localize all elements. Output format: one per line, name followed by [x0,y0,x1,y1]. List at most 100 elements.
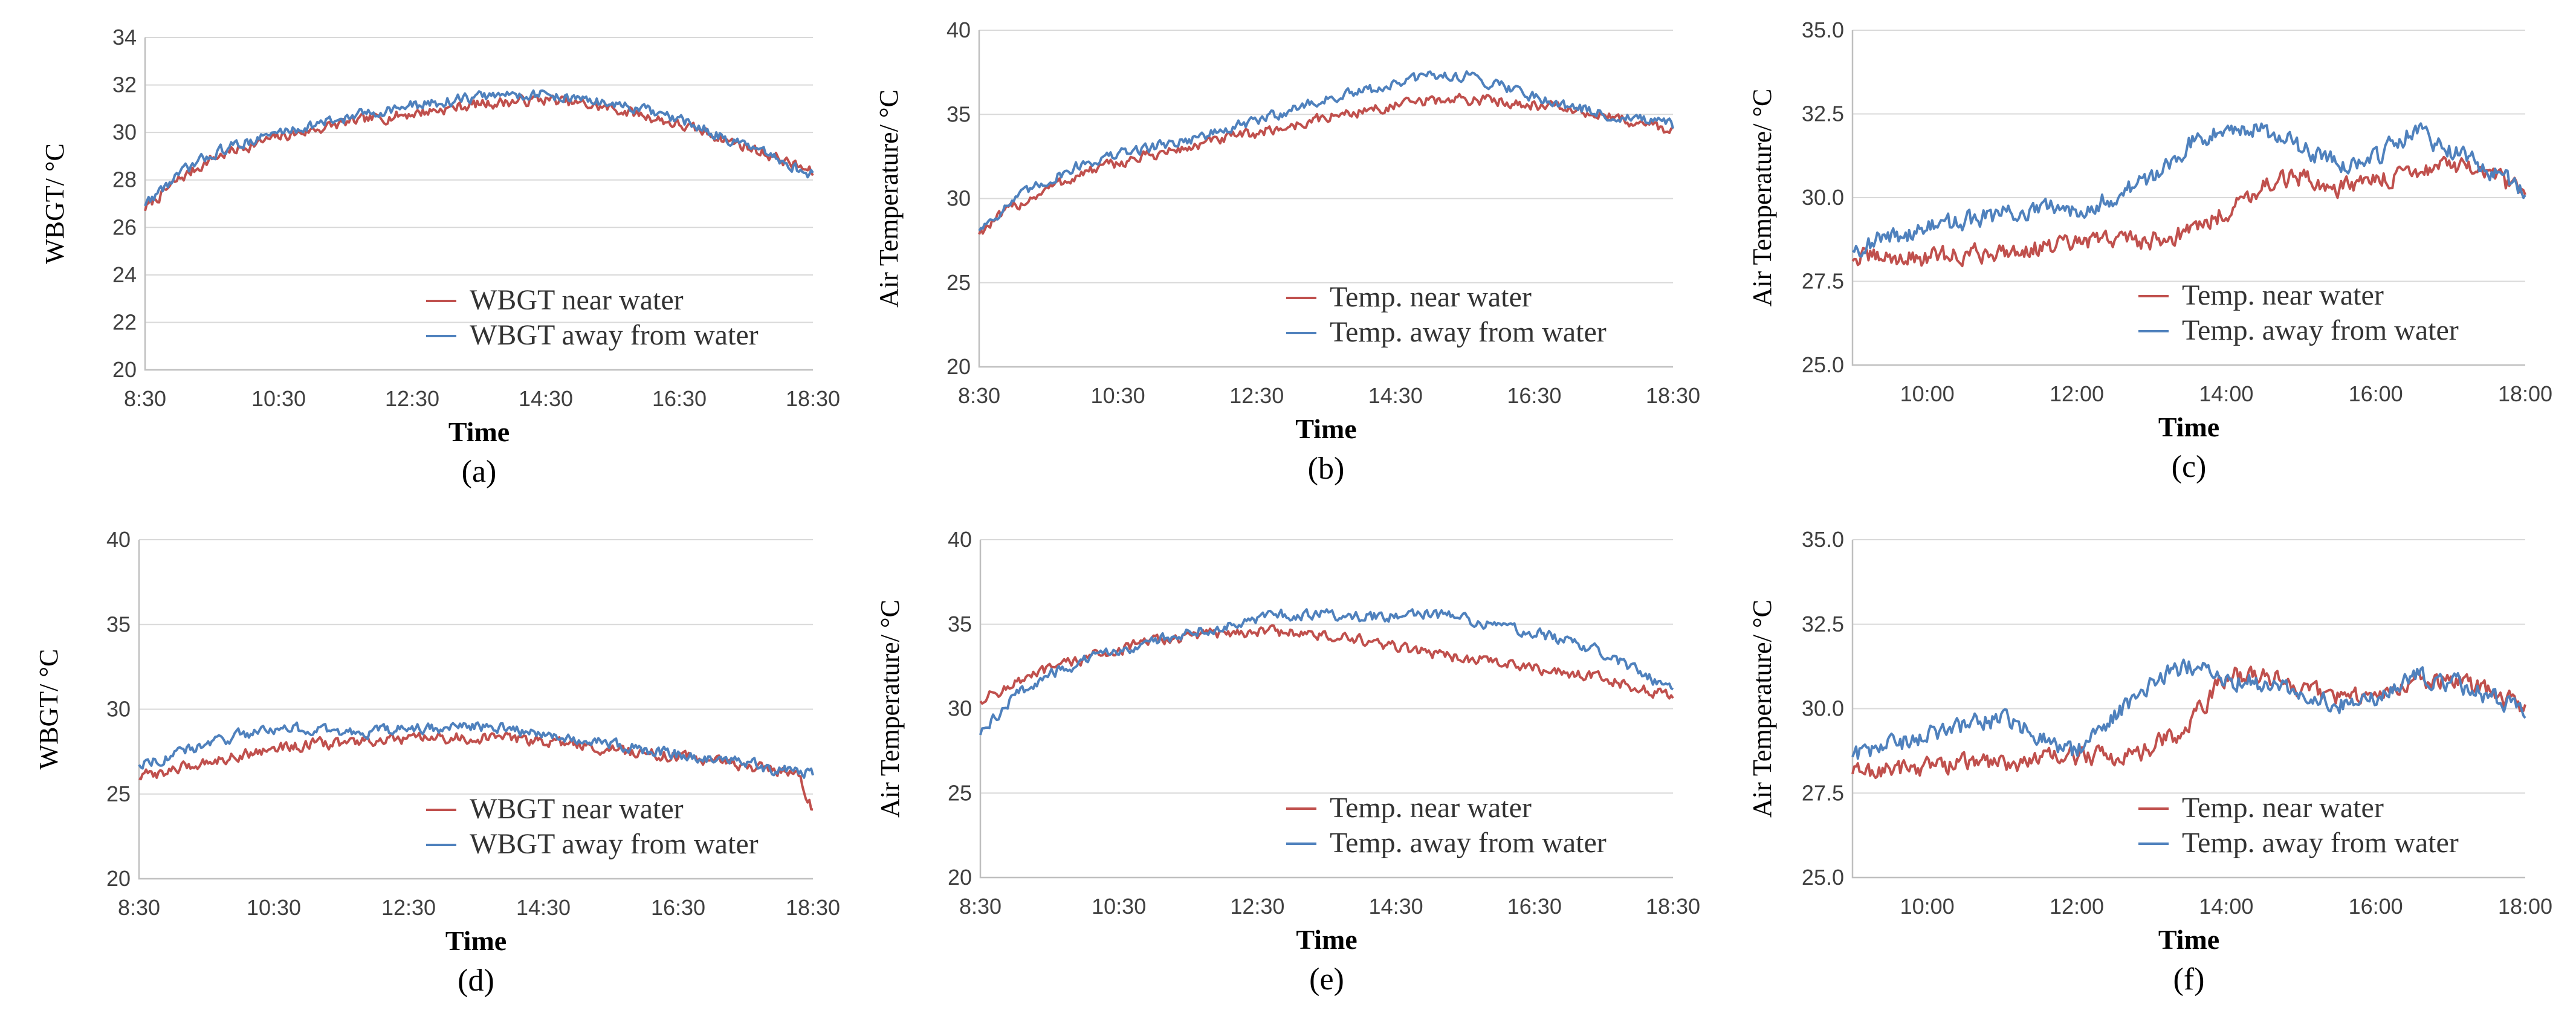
y-tick-label: 25.0 [1802,352,1844,377]
y-tick-label: 35 [948,612,972,636]
x-tick-label: 16:30 [652,386,707,411]
x-tick-label: 16:30 [1507,894,1562,919]
y-tick-label: 25 [947,270,971,295]
series-line-away-from-water [144,89,814,207]
chart-panel-d: 20 25 30 35 40 8:30 10:30 12:30 14:30 16:30 18:30 W… [34,527,840,998]
x-tick-label: 18:30 [1646,894,1700,919]
y-tick-label: 30.0 [1802,185,1844,210]
x-tick-label: 12:30 [381,895,436,920]
x-tick-label: 10:00 [1900,381,1955,406]
y-tick-label: 40 [106,527,131,552]
axis-lines [979,540,1673,879]
x-tick-label: 12:00 [2050,381,2104,406]
x-tick-label: 14:30 [1368,383,1423,408]
series-line-away-from-water [978,70,1674,231]
panel-label: (a) [462,454,497,489]
y-tick-label: 22 [112,309,137,334]
x-tick-label: 14:30 [1369,894,1423,919]
y-tick-label: 24 [112,262,137,287]
x-tick-label: 12:30 [1230,894,1284,919]
y-tick-label: 40 [948,527,972,552]
x-axis-title: Time [2158,924,2219,955]
x-tick-label: 10:30 [1092,894,1146,919]
y-tick-label: 30 [948,696,972,721]
series-line-away-from-water [979,608,1674,736]
y-tick-label: 40 [947,18,971,42]
legend-label: WBGT away from water [470,319,759,351]
y-axis-title: Air Temperature/ °C [1747,89,1777,307]
x-tick-label: 16:00 [2349,381,2403,406]
y-tick-label: 35.0 [1802,527,1844,552]
legend-label: WBGT near water [470,793,684,825]
x-tick-label: 18:30 [786,386,840,411]
axis-lines [1851,540,2525,879]
series-line-near-water [144,94,814,212]
axis-lines [138,540,813,880]
x-tick-label: 10:30 [251,386,306,411]
x-tick-label: 16:00 [2349,894,2403,919]
y-tick-label: 25.0 [1802,865,1844,890]
y-tick-label: 20 [112,357,137,382]
y-tick-label: 26 [112,215,137,239]
panel-label: (f) [2173,962,2205,997]
series-line-away-from-water [1852,122,2526,258]
y-tick-label: 30 [112,120,137,144]
axis-lines [144,37,813,371]
y-tick-label: 30.0 [1802,696,1844,721]
y-tick-label: 32.5 [1802,612,1844,636]
x-tick-label: 14:30 [516,895,571,920]
y-tick-label: 30 [947,186,971,211]
x-tick-label: 8:30 [124,386,166,411]
y-axis-title: Air Temperature/ °C [874,89,904,308]
panel-label: (e) [1309,962,1344,997]
y-tick-label: 27.5 [1802,780,1844,805]
panel-label: (d) [458,963,494,998]
x-axis-title: Time [2158,412,2219,442]
series-line-near-water [978,92,1674,235]
y-tick-label: 34 [112,25,137,50]
legend-label: Temp. near water [1330,281,1532,313]
x-tick-label: 8:30 [959,894,1002,919]
y-axis-title: Air Temperature/ °C [875,600,905,818]
legend-label: WBGT near water [470,284,684,316]
y-tick-label: 25 [106,781,131,806]
x-axis-title: Time [1295,413,1356,444]
series-line-near-water [1851,665,2526,780]
x-tick-label: 14:00 [2199,381,2253,406]
series-line-away-from-water [1851,658,2526,760]
y-tick-label: 20 [948,865,972,890]
panel-label: (b) [1308,451,1345,486]
panel-label: (c) [2172,450,2207,484]
y-tick-label: 32.5 [1802,102,1844,126]
chart-panel-b: 20 25 30 35 40 8:30 10:30 12:30 14:30 16:30 18:30 T… [874,18,1700,486]
x-tick-label: 12:00 [2050,894,2104,919]
x-tick-label: 18:30 [786,895,840,920]
y-tick-label: 20 [947,354,971,379]
x-tick-label: 12:30 [1229,383,1284,408]
x-tick-label: 14:00 [2199,894,2253,919]
y-axis-title: WBGT/ °C [40,143,70,264]
x-tick-label: 10:30 [247,895,301,920]
x-tick-label: 16:30 [651,895,705,920]
legend-label: WBGT away from water [470,828,759,860]
x-tick-label: 18:00 [2498,894,2552,919]
legend-label: Temp. away from water [2182,827,2459,859]
legend-label: Temp. away from water [1330,316,1607,348]
y-tick-label: 35.0 [1802,18,1844,42]
axis-lines [978,30,1673,368]
series-line-away-from-water [138,721,814,779]
legend-label: Temp. near water [2182,792,2384,824]
x-axis-title: Time [448,416,510,447]
chart-panel-c: 25.0 27.5 30.0 32.5 35.0 10:00 12:00 14:00 16:00… [1747,18,2552,484]
x-axis-title: Time [445,925,506,956]
y-tick-label: 35 [947,102,971,126]
legend-label: Temp. away from water [2182,314,2459,346]
y-tick-label: 30 [106,697,131,722]
x-tick-label: 18:30 [1646,383,1700,408]
x-tick-label: 8:30 [118,895,160,920]
x-tick-label: 12:30 [385,386,439,411]
y-axis-title: Air Temperature/ °C [1747,600,1777,818]
x-tick-label: 10:30 [1091,383,1145,408]
x-tick-label: 14:30 [519,386,573,411]
x-tick-label: 16:30 [1507,383,1561,408]
